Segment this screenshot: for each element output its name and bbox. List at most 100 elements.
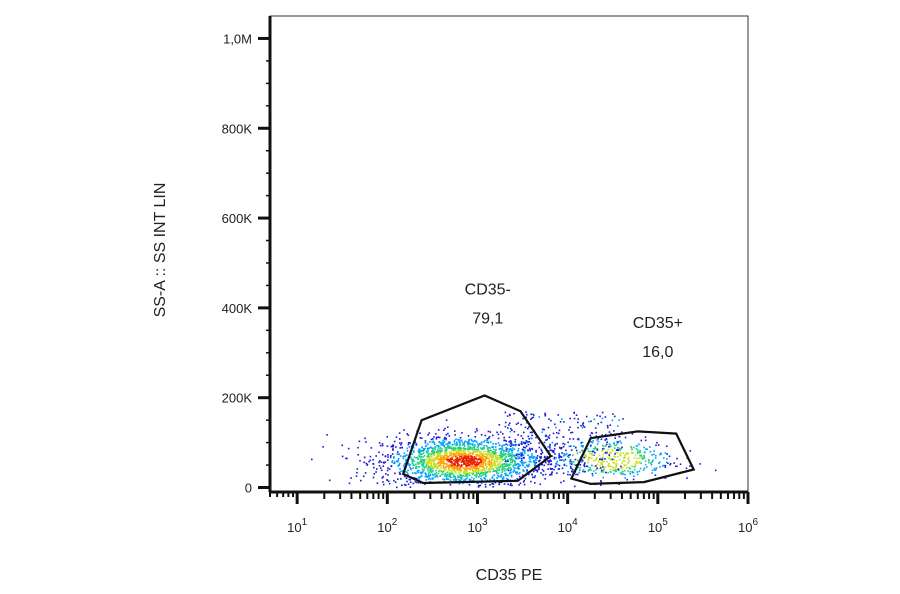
event-dot	[531, 448, 534, 450]
event-dot	[528, 441, 530, 443]
event-dot	[489, 455, 492, 458]
event-dot	[397, 478, 399, 480]
event-dot	[389, 456, 392, 459]
event-dot	[366, 464, 369, 466]
event-dot	[437, 462, 439, 465]
event-dot	[424, 473, 427, 476]
event-dot	[460, 453, 463, 456]
event-dot	[498, 461, 501, 464]
event-dot	[562, 445, 565, 448]
event-dot	[429, 478, 431, 480]
event-dot	[649, 450, 652, 453]
event-dot	[501, 479, 504, 481]
event-dot	[442, 441, 445, 444]
event-dot	[448, 452, 451, 455]
event-dot	[429, 446, 432, 448]
event-dot	[536, 470, 539, 473]
event-dot	[469, 443, 472, 445]
event-dot	[465, 469, 468, 471]
event-dot	[431, 441, 433, 443]
event-dot	[505, 446, 507, 449]
event-dot	[526, 413, 528, 416]
event-dot	[548, 450, 550, 452]
event-dot	[457, 460, 459, 462]
event-dot	[668, 455, 671, 458]
x-tick-label: 103	[467, 517, 487, 535]
event-dot	[500, 463, 502, 466]
event-dot	[491, 467, 493, 470]
event-dot	[520, 461, 523, 464]
x-tick-label: 105	[648, 517, 668, 535]
event-dot	[458, 468, 461, 470]
event-dot	[532, 416, 535, 419]
event-dot	[460, 452, 463, 455]
event-dot	[529, 448, 531, 451]
event-dot	[328, 479, 331, 482]
event-dot	[615, 463, 618, 465]
event-dot	[635, 447, 638, 450]
event-dot	[509, 472, 511, 474]
event-dot	[608, 458, 611, 460]
event-dot	[399, 442, 401, 444]
event-dot	[465, 472, 468, 474]
event-dot	[513, 412, 515, 415]
event-dot	[382, 465, 385, 467]
event-dot	[424, 476, 427, 478]
event-dot	[601, 461, 604, 463]
event-dot	[548, 434, 551, 437]
event-dot	[592, 450, 595, 453]
event-dot	[506, 467, 509, 470]
event-dot	[362, 475, 365, 478]
event-dot	[476, 467, 479, 469]
event-dot	[429, 471, 431, 473]
event-dot	[477, 446, 479, 448]
gate-polygon[interactable]	[401, 394, 553, 485]
event-dot	[510, 445, 512, 447]
event-dot	[311, 458, 313, 461]
event-dot	[530, 480, 532, 483]
event-dot	[554, 453, 556, 455]
event-dot	[433, 461, 435, 463]
event-dot	[396, 461, 399, 463]
event-dot	[425, 458, 428, 461]
event-dot	[459, 473, 461, 476]
event-dot	[591, 474, 594, 477]
event-dot	[443, 440, 446, 443]
event-dot	[456, 469, 458, 471]
event-dot	[647, 458, 650, 461]
event-dot	[614, 456, 617, 458]
event-dot	[619, 454, 621, 456]
event-dot	[616, 442, 619, 444]
event-dot	[535, 459, 537, 461]
event-dot	[602, 476, 604, 479]
event-dot	[507, 453, 509, 456]
event-dot	[501, 477, 504, 480]
event-dot	[438, 452, 440, 455]
gate-polygon[interactable]	[569, 430, 696, 486]
event-dot	[467, 459, 469, 462]
event-dot	[443, 467, 445, 469]
event-dot	[594, 459, 597, 461]
event-dot	[533, 464, 536, 467]
event-dot	[527, 426, 530, 428]
event-dot	[520, 453, 523, 455]
event-dot	[583, 465, 586, 468]
x-axis-title: CD35 PE	[476, 567, 543, 584]
event-dot	[463, 460, 466, 462]
event-dot	[501, 464, 504, 467]
event-dot	[359, 460, 361, 462]
event-dot	[478, 473, 481, 475]
event-dot	[430, 453, 432, 456]
event-dot	[425, 444, 428, 447]
event-dot	[458, 449, 461, 452]
event-dot	[631, 448, 633, 451]
event-dot	[556, 436, 558, 439]
event-dot	[427, 463, 429, 465]
event-dot	[555, 465, 557, 467]
event-dot	[605, 443, 608, 446]
event-dot	[597, 440, 600, 443]
event-dot	[522, 481, 525, 483]
event-dot	[357, 454, 359, 456]
event-dot	[541, 468, 544, 471]
event-dot	[419, 456, 422, 458]
